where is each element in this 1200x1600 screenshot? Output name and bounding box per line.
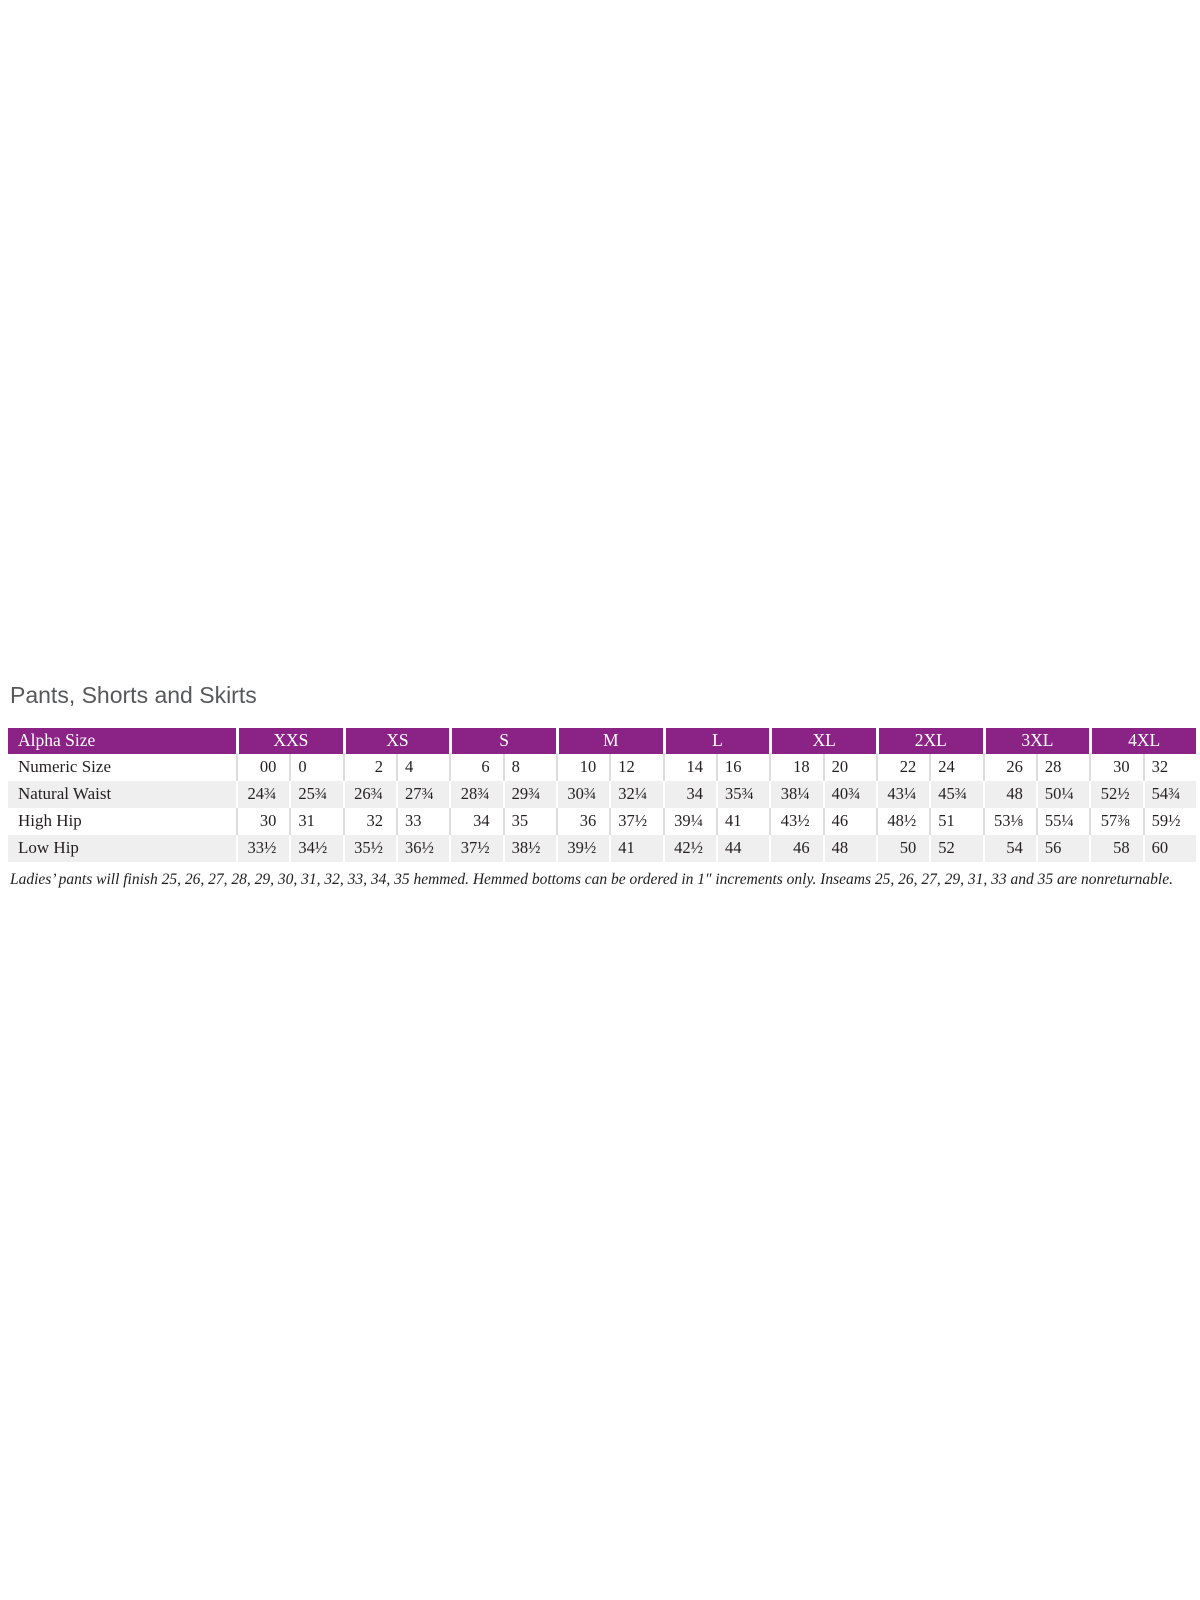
size-value-cell: 30 — [1089, 753, 1143, 781]
size-value-cell: 28 — [1035, 753, 1090, 781]
size-value-cell: 60 — [1142, 834, 1196, 862]
size-value-cell: 58 — [1089, 834, 1143, 862]
size-value-cell: 30 — [236, 807, 290, 835]
alpha-size-header-cell: S — [449, 727, 556, 754]
row-label: Low Hip — [8, 834, 236, 862]
size-value-cell: 54¾ — [1142, 780, 1196, 808]
size-chart-table: Alpha Size XXS XS S M L XL 2XL 3XL 4XL Numeric Si… — [8, 727, 1196, 862]
size-value-cell: 33 — [395, 807, 450, 835]
size-value-cell: 32¼ — [609, 780, 663, 808]
size-value-cell: 38¼ — [769, 780, 823, 808]
size-value-cell: 52 — [929, 834, 983, 862]
size-value-cell: 52½ — [1089, 780, 1143, 808]
size-value-cell: 34 — [449, 807, 503, 835]
size-value-cell: 48 — [982, 780, 1036, 808]
alpha-size-header-cell: 4XL — [1089, 727, 1196, 754]
size-value-cell: 20 — [822, 753, 876, 781]
size-value-cell: 59½ — [1142, 807, 1196, 835]
footnote: Ladies’ pants will finish 25, 26, 27, 28… — [10, 870, 1173, 888]
size-value-cell: 28¾ — [449, 780, 503, 808]
alpha-size-header-cell: 2XL — [875, 727, 983, 754]
size-value-cell: 46 — [822, 807, 876, 835]
size-value-cell: 10 — [555, 753, 610, 781]
size-value-cell: 43½ — [769, 807, 823, 835]
section-title: Pants, Shorts and Skirts — [10, 682, 257, 708]
size-value-cell: 31 — [289, 807, 343, 835]
size-value-cell: 42½ — [662, 834, 716, 862]
size-value-cell: 6 — [449, 753, 503, 781]
size-value-cell: 0 — [289, 753, 343, 781]
size-value-cell: 44 — [715, 834, 770, 862]
row-label: Numeric Size — [8, 753, 236, 781]
size-value-cell: 36½ — [395, 834, 450, 862]
size-value-cell: 30¾ — [555, 780, 610, 808]
size-value-cell: 29¾ — [502, 780, 556, 808]
size-value-cell: 16 — [715, 753, 770, 781]
row-label: Natural Waist — [8, 780, 236, 808]
alpha-size-label-cell: Alpha Size — [8, 727, 236, 754]
size-value-cell: 26 — [982, 753, 1036, 781]
alpha-size-header-cell: XS — [342, 727, 450, 754]
size-value-cell: 00 — [236, 753, 290, 781]
size-value-cell: 46 — [769, 834, 823, 862]
table-row: Low Hip 33½ 34½ 35½ 36½ 37½ 38½ 39½ 41 42½ 44 46 48 5… — [8, 834, 1196, 862]
size-value-cell: 32 — [342, 807, 396, 835]
size-value-cell: 12 — [609, 753, 663, 781]
size-value-cell: 39½ — [555, 834, 610, 862]
size-value-cell: 25¾ — [289, 780, 343, 808]
size-value-cell: 57⅜ — [1089, 807, 1143, 835]
size-value-cell: 34 — [662, 780, 716, 808]
size-value-cell: 37½ — [609, 807, 663, 835]
size-value-cell: 26¾ — [342, 780, 396, 808]
size-value-cell: 45¾ — [929, 780, 983, 808]
size-value-cell: 51 — [929, 807, 983, 835]
size-value-cell: 50 — [875, 834, 930, 862]
size-value-cell: 35½ — [342, 834, 396, 862]
alpha-size-header-cell: XL — [769, 727, 876, 754]
size-value-cell: 48 — [822, 834, 876, 862]
size-value-cell: 33½ — [236, 834, 290, 862]
size-value-cell: 36 — [555, 807, 610, 835]
alpha-size-header-cell: M — [555, 727, 663, 754]
size-value-cell: 53⅛ — [982, 807, 1036, 835]
table-row: High Hip 30 31 32 33 34 35 36 37½ 39¼ 41 43½ 46 48½ 51… — [8, 807, 1196, 835]
size-value-cell: 38½ — [502, 834, 556, 862]
size-value-cell: 24 — [929, 753, 983, 781]
size-value-cell: 39¼ — [662, 807, 716, 835]
size-value-cell: 55¼ — [1035, 807, 1090, 835]
size-value-cell: 37½ — [449, 834, 503, 862]
size-value-cell: 8 — [502, 753, 556, 781]
size-value-cell: 27¾ — [395, 780, 450, 808]
size-value-cell: 32 — [1142, 753, 1196, 781]
size-value-cell: 40¾ — [822, 780, 876, 808]
row-label: High Hip — [8, 807, 236, 835]
size-value-cell: 18 — [769, 753, 823, 781]
size-value-cell: 43¼ — [875, 780, 930, 808]
alpha-size-header-row: Alpha Size XXS XS S M L XL 2XL 3XL 4XL — [8, 727, 1196, 754]
size-value-cell: 56 — [1035, 834, 1090, 862]
size-value-cell: 14 — [662, 753, 716, 781]
size-value-cell: 48½ — [875, 807, 930, 835]
size-chart-section: Pants, Shorts and Skirts Alpha Size XXS XS… — [8, 682, 1196, 889]
size-value-cell: 22 — [875, 753, 930, 781]
size-value-cell: 41 — [609, 834, 663, 862]
table-row: Numeric Size 00 0 2 4 6 8 10 12 14 16 18 20 22 24 26 28 3… — [8, 753, 1196, 781]
size-value-cell: 35 — [502, 807, 556, 835]
size-value-cell: 54 — [982, 834, 1036, 862]
size-value-cell: 2 — [342, 753, 396, 781]
size-value-cell: 50¼ — [1035, 780, 1090, 808]
alpha-size-header-cell: 3XL — [982, 727, 1090, 754]
alpha-size-header-cell: XXS — [236, 727, 343, 754]
table-row: Natural Waist 24¾ 25¾ 26¾ 27¾ 28¾ 29¾ 30¾ 32¼ 34 3… — [8, 780, 1196, 808]
size-value-cell: 4 — [395, 753, 450, 781]
size-value-cell: 35¾ — [715, 780, 770, 808]
size-value-cell: 24¾ — [236, 780, 290, 808]
alpha-size-header-cell: L — [662, 727, 770, 754]
size-value-cell: 34½ — [289, 834, 343, 862]
size-value-cell: 41 — [715, 807, 770, 835]
